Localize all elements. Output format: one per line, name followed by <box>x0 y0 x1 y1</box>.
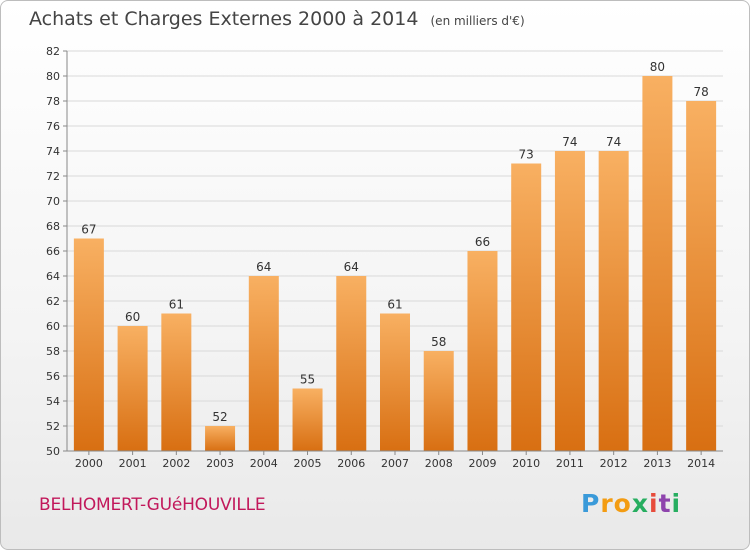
y-tick-label: 78 <box>46 95 60 108</box>
y-tick-label: 76 <box>46 120 60 133</box>
data-label: 52 <box>212 410 227 424</box>
y-tick-label: 82 <box>46 45 60 58</box>
y-tick-label: 54 <box>46 395 60 408</box>
bar-2014 <box>686 101 717 451</box>
x-tick-label: 2006 <box>337 457 365 470</box>
x-tick-label: 2008 <box>425 457 453 470</box>
bar-2008 <box>423 351 454 451</box>
data-label: 74 <box>606 135 621 149</box>
logo-letter: i <box>649 489 659 518</box>
logo-letter: x <box>631 489 649 518</box>
x-tick-label: 2000 <box>75 457 103 470</box>
bars: 67 60 61 52 64 55 64 61 58 66 73 74 74 80 78 <box>73 60 717 451</box>
y-tick-label: 74 <box>46 145 60 158</box>
x-tick-label: 2001 <box>119 457 147 470</box>
y-tick-label: 66 <box>46 245 60 258</box>
title-text: Achats et Charges Externes 2000 à 2014 <box>29 8 419 30</box>
bar-2009 <box>467 251 498 451</box>
x-tick-label: 2010 <box>512 457 540 470</box>
logo-letter: P <box>581 489 601 518</box>
y-tick-label: 72 <box>46 170 60 183</box>
data-label: 74 <box>562 135 577 149</box>
unit-label: (en milliers d'€) <box>430 14 525 28</box>
y-axis: 50 52 54 56 58 60 62 64 66 68 70 72 74 76 78 80 82 <box>46 45 68 458</box>
y-tick-label: 62 <box>46 295 60 308</box>
bar-2007 <box>380 313 410 451</box>
bar-2013 <box>642 76 673 451</box>
bar-2005 <box>292 388 323 451</box>
bar-2001 <box>117 326 148 451</box>
data-label: 60 <box>125 310 140 324</box>
x-tick-label: 2011 <box>556 457 584 470</box>
data-label: 80 <box>650 60 665 74</box>
data-label: 55 <box>300 373 315 387</box>
bar-2000 <box>73 238 104 451</box>
proxiti-logo[interactable]: Proxiti <box>581 489 681 518</box>
data-label: 61 <box>169 298 184 312</box>
commune-name: BELHOMERT-GUéHOUVILLE <box>39 495 266 515</box>
x-tick-label: 2003 <box>206 457 234 470</box>
y-tick-label: 60 <box>46 320 60 333</box>
logo-letter: i <box>671 489 682 518</box>
logo-letter: r <box>600 489 614 518</box>
x-tick-label: 2013 <box>643 457 671 470</box>
data-label: 64 <box>256 260 271 274</box>
y-tick-label: 52 <box>46 420 60 433</box>
bar-2003 <box>205 426 236 451</box>
logo-letter: o <box>613 489 632 518</box>
y-tick-label: 58 <box>46 345 60 358</box>
chart-title: Achats et Charges Externes 2000 à 2014 (… <box>29 8 525 30</box>
x-tick-label: 2009 <box>468 457 496 470</box>
data-label: 73 <box>519 148 534 162</box>
data-label: 58 <box>431 335 446 349</box>
y-tick-label: 68 <box>46 220 60 233</box>
bar-2012 <box>598 151 629 451</box>
x-tick-label: 2007 <box>381 457 409 470</box>
bar-2004 <box>248 276 279 451</box>
logo-letter: t <box>658 489 672 518</box>
data-label: 66 <box>475 235 490 249</box>
bar-2011 <box>554 151 585 451</box>
x-tick-label: 2012 <box>600 457 628 470</box>
y-tick-label: 56 <box>46 370 60 383</box>
bar-2002 <box>161 313 192 451</box>
data-label: 61 <box>387 298 402 312</box>
y-tick-label: 70 <box>46 195 60 208</box>
x-tick-label: 2014 <box>687 457 715 470</box>
data-label: 78 <box>693 85 708 99</box>
y-tick-label: 50 <box>46 445 60 458</box>
x-tick-label: 2005 <box>294 457 322 470</box>
data-label: 64 <box>344 260 359 274</box>
x-tick-label: 2002 <box>162 457 190 470</box>
bar-2010 <box>511 163 542 451</box>
y-tick-label: 64 <box>46 270 60 283</box>
x-axis: 2000 2001 2002 2003 2004 2005 2006 2007 2008 2009… <box>67 450 723 470</box>
data-label: 67 <box>81 223 96 237</box>
bar-2006 <box>336 276 367 451</box>
y-tick-label: 80 <box>46 70 60 83</box>
x-tick-label: 2004 <box>250 457 278 470</box>
